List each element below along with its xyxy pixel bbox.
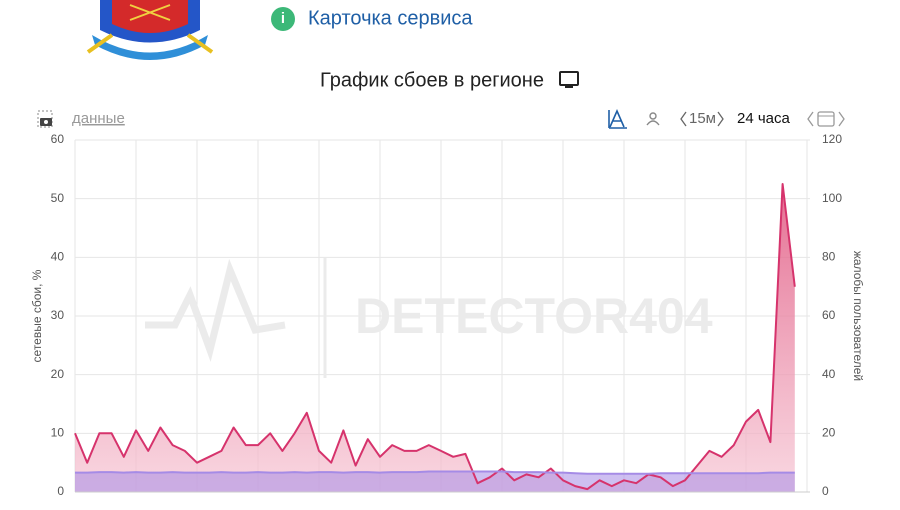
series-line [74, 183, 796, 491]
y2-tick-label: 60 [822, 308, 836, 322]
svg-text:i: i [281, 10, 285, 27]
chart-title: График сбоев в регионе [320, 69, 544, 91]
watermark: DETECTOR404 [145, 258, 713, 378]
y-tick-label: 10 [51, 426, 65, 440]
info-icon[interactable]: i [271, 7, 295, 31]
camera-icon[interactable] [37, 110, 53, 128]
watermark-text: DETECTOR404 [355, 288, 713, 344]
chart-mode-icon[interactable] [608, 109, 627, 129]
monitor-icon [559, 71, 579, 88]
y2-tick-label: 20 [822, 426, 836, 440]
interval[interactable]: 15м [689, 110, 716, 127]
logo [86, 0, 214, 60]
y-tick-label: 30 [51, 308, 65, 322]
y2-tick-label: 0 [822, 484, 829, 498]
series-line [75, 470, 795, 475]
data-link[interactable]: данные [72, 110, 125, 127]
y-tick-label: 20 [51, 367, 65, 381]
y-tick-label: 40 [51, 250, 65, 264]
service-card-link[interactable]: Карточка сервиса [308, 7, 473, 29]
range[interactable]: 24 часа [737, 110, 791, 127]
y2-tick-label: 120 [822, 132, 842, 146]
y2-tick-label: 40 [822, 367, 836, 381]
y2-axis-title: жалобы пользователей [851, 251, 865, 381]
y-tick-label: 50 [51, 191, 65, 205]
user-icon[interactable] [646, 112, 660, 126]
y2-tick-label: 80 [822, 250, 836, 264]
area-fill [75, 471, 795, 492]
y-tick-label: 0 [57, 484, 64, 498]
y-tick-label: 60 [51, 132, 65, 146]
y2-tick-label: 100 [822, 191, 842, 205]
y-axis-title: сетевые сбои, % [30, 269, 44, 362]
prev-interval[interactable] [680, 111, 687, 127]
area-fill [75, 184, 795, 492]
calendar-nav[interactable] [807, 111, 845, 127]
next-interval[interactable] [717, 111, 724, 127]
